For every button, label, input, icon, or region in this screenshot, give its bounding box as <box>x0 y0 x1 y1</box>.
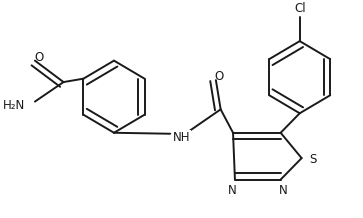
Text: S: S <box>309 153 317 166</box>
Text: N: N <box>279 184 288 197</box>
Text: Cl: Cl <box>294 2 306 15</box>
Text: O: O <box>34 51 43 64</box>
Text: H₂N: H₂N <box>3 99 25 112</box>
Text: NH: NH <box>173 131 191 144</box>
Text: N: N <box>228 184 236 197</box>
Text: O: O <box>214 70 223 83</box>
